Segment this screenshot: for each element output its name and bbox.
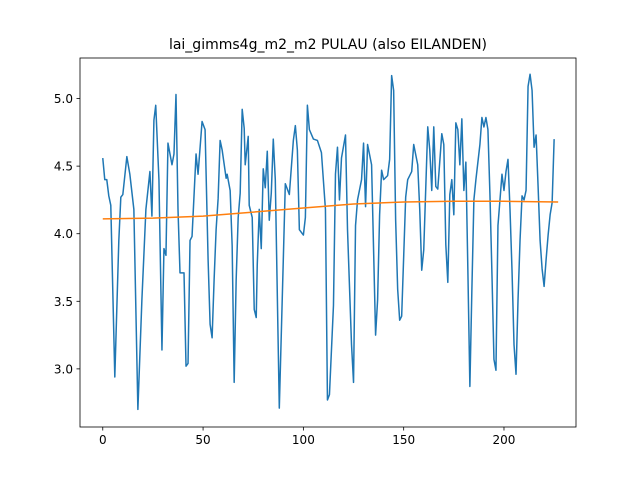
x-tick-label: 200 [493, 433, 516, 447]
x-tick-label: 0 [99, 433, 107, 447]
x-tick-label: 100 [292, 433, 315, 447]
x-tick-label: 150 [392, 433, 415, 447]
line-series [102, 200, 559, 220]
line-series [102, 73, 555, 411]
y-tick-label: 3.0 [54, 362, 73, 376]
plot-frame [79, 57, 577, 428]
y-tick-label: 4.0 [54, 227, 73, 241]
y-tick-label: 3.5 [54, 295, 73, 309]
x-tick-label: 50 [195, 433, 210, 447]
y-tick-label: 4.5 [54, 160, 73, 174]
chart-title: lai_gimms4g_m2_m2 PULAU (also EILANDEN) [169, 37, 487, 53]
y-tick-label: 5.0 [54, 92, 73, 106]
